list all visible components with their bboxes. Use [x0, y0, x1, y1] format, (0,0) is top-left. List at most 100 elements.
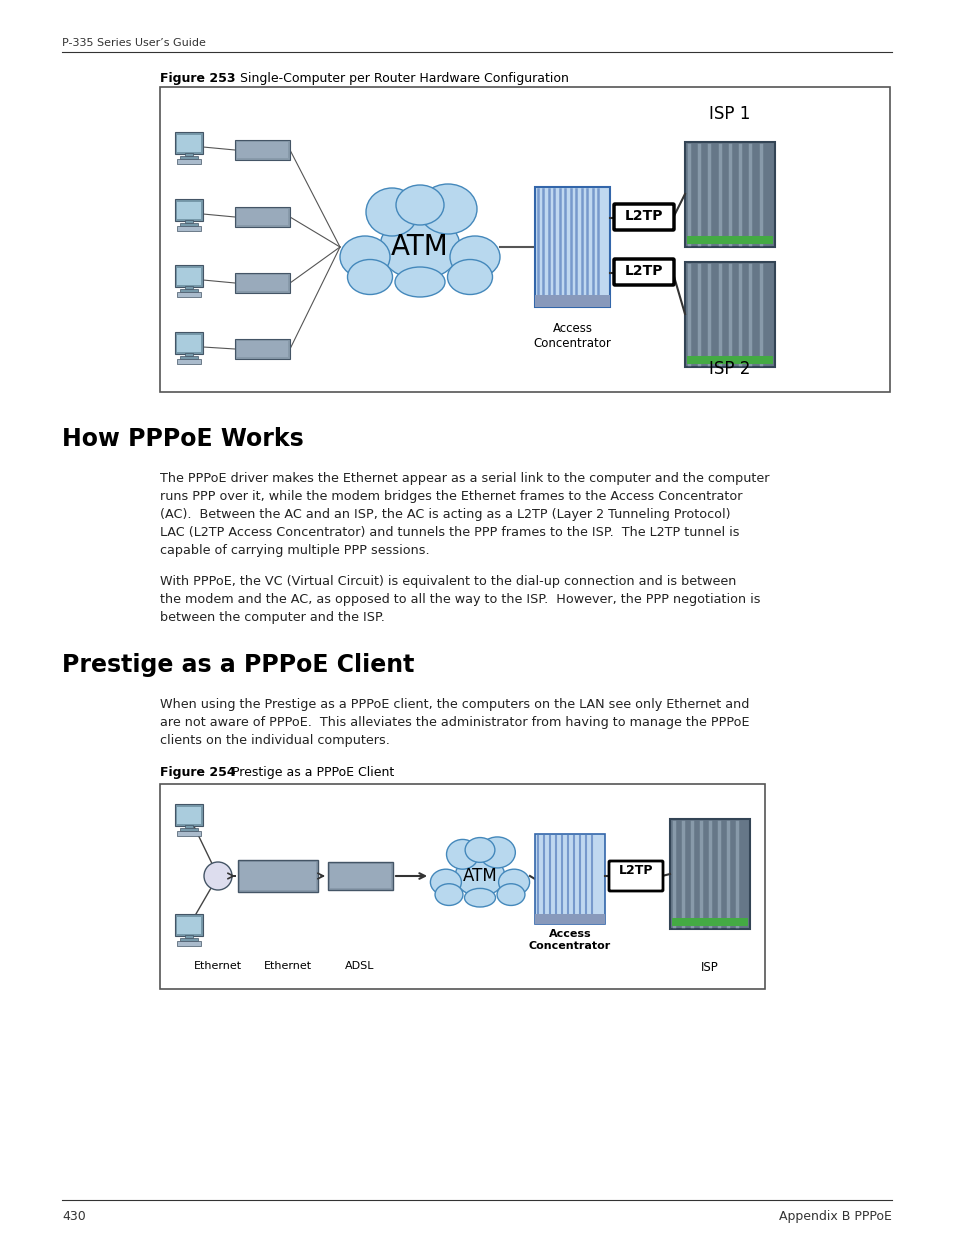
Bar — [234, 338, 290, 359]
Bar — [234, 273, 290, 293]
Bar — [177, 918, 201, 934]
Text: How PPPoE Works: How PPPoE Works — [62, 427, 303, 451]
Bar — [535, 834, 604, 924]
Text: Ethernet: Ethernet — [264, 961, 312, 971]
Bar — [237, 860, 317, 892]
Text: Figure 253: Figure 253 — [160, 72, 235, 85]
Ellipse shape — [478, 837, 515, 868]
Ellipse shape — [395, 267, 444, 296]
Bar — [177, 806, 201, 824]
Text: 430: 430 — [62, 1210, 86, 1223]
Bar — [180, 356, 198, 359]
Text: With PPPoE, the VC (Virtual Circuit) is equivalent to the dial-up connection and: With PPPoE, the VC (Virtual Circuit) is … — [160, 576, 760, 624]
Text: Figure 254: Figure 254 — [160, 766, 235, 779]
Bar — [177, 831, 201, 836]
Bar — [177, 135, 201, 152]
Bar — [185, 287, 193, 289]
Bar — [180, 939, 198, 941]
Text: L2TP: L2TP — [624, 209, 662, 224]
Bar — [234, 207, 290, 227]
Bar — [185, 825, 193, 827]
Bar — [174, 804, 203, 826]
Text: Prestige as a PPPoE Client: Prestige as a PPPoE Client — [62, 653, 414, 677]
Ellipse shape — [450, 236, 499, 278]
Bar — [684, 142, 774, 247]
Bar — [174, 332, 203, 354]
Ellipse shape — [366, 188, 417, 236]
Bar — [180, 156, 198, 159]
FancyBboxPatch shape — [614, 204, 673, 230]
FancyBboxPatch shape — [614, 259, 673, 285]
Bar — [177, 335, 201, 352]
Bar — [234, 140, 290, 161]
Bar — [240, 862, 315, 890]
Bar — [160, 784, 764, 989]
Bar — [328, 862, 393, 890]
Ellipse shape — [347, 259, 392, 294]
Text: The PPPoE driver makes the Ethernet appear as a serial link to the computer and : The PPPoE driver makes the Ethernet appe… — [160, 472, 769, 557]
Text: When using the Prestige as a PPPoE client, the computers on the LAN see only Eth: When using the Prestige as a PPPoE clien… — [160, 698, 749, 747]
Bar — [177, 159, 201, 164]
Bar — [177, 291, 201, 296]
Bar — [185, 353, 193, 356]
Bar — [177, 941, 201, 946]
Text: ISP: ISP — [700, 961, 719, 974]
Ellipse shape — [395, 185, 443, 225]
Bar — [236, 341, 288, 357]
Bar — [160, 86, 889, 391]
Ellipse shape — [497, 884, 524, 905]
Bar — [185, 153, 193, 156]
Bar — [535, 914, 604, 924]
Bar — [174, 132, 203, 154]
Bar — [177, 203, 201, 219]
Text: ATM: ATM — [462, 867, 497, 885]
Bar — [686, 356, 772, 364]
Ellipse shape — [446, 840, 478, 869]
Text: L2TP: L2TP — [624, 264, 662, 278]
Bar — [180, 289, 198, 291]
Text: ISP 2: ISP 2 — [709, 359, 750, 378]
Text: Appendix B PPPoE: Appendix B PPPoE — [779, 1210, 891, 1223]
Text: ISP 1: ISP 1 — [709, 105, 750, 124]
Ellipse shape — [418, 184, 476, 233]
Text: ADSL: ADSL — [345, 961, 375, 971]
Ellipse shape — [339, 236, 390, 278]
Bar — [684, 262, 774, 367]
Bar — [686, 236, 772, 245]
Ellipse shape — [498, 869, 529, 895]
Ellipse shape — [379, 215, 459, 279]
Text: Access
Concentrator: Access Concentrator — [533, 322, 611, 350]
Ellipse shape — [455, 856, 504, 897]
Bar — [535, 186, 609, 308]
Bar — [177, 359, 201, 364]
Text: Ethernet: Ethernet — [193, 961, 242, 971]
FancyBboxPatch shape — [608, 861, 662, 890]
Text: L2TP: L2TP — [618, 864, 653, 877]
Bar — [177, 268, 201, 285]
Text: P-335 Series User’s Guide: P-335 Series User’s Guide — [62, 38, 206, 48]
Bar — [236, 142, 288, 158]
Text: Single-Computer per Router Hardware Configuration: Single-Computer per Router Hardware Conf… — [228, 72, 568, 85]
Ellipse shape — [465, 837, 495, 862]
Circle shape — [204, 862, 232, 890]
Bar — [669, 819, 749, 929]
Bar — [177, 226, 201, 231]
Bar — [535, 295, 609, 308]
Text: Access
Concentrator: Access Concentrator — [528, 929, 611, 951]
Bar — [174, 914, 203, 936]
Ellipse shape — [464, 888, 495, 906]
Text: Prestige as a PPPoE Client: Prestige as a PPPoE Client — [220, 766, 394, 779]
Text: ATM: ATM — [391, 233, 449, 261]
Bar — [236, 275, 288, 291]
Bar — [236, 209, 288, 225]
Bar — [330, 864, 391, 888]
Bar — [174, 266, 203, 287]
Bar — [180, 224, 198, 226]
Bar — [180, 827, 198, 831]
Ellipse shape — [447, 259, 492, 294]
Bar — [185, 935, 193, 939]
Bar — [185, 220, 193, 224]
Ellipse shape — [430, 869, 461, 895]
Bar — [174, 199, 203, 221]
Bar — [671, 918, 747, 926]
